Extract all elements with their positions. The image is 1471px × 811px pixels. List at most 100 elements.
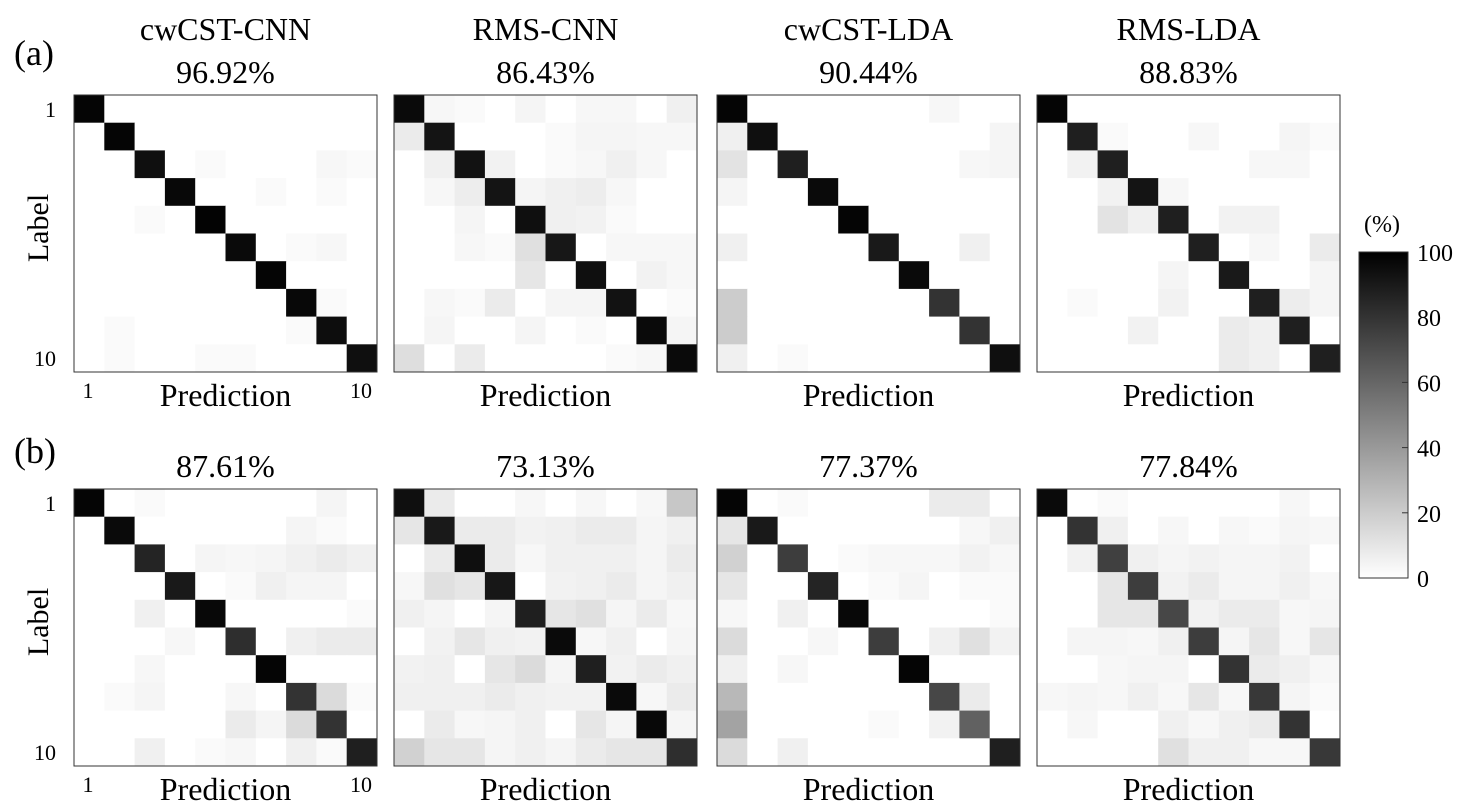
heatmap-cell [316, 572, 348, 601]
heatmap-cell [454, 655, 486, 684]
heatmap-cell [989, 489, 1021, 518]
heatmap-cell [424, 150, 456, 179]
heatmap-cell [1097, 655, 1129, 684]
heatmap-cell [1037, 682, 1068, 712]
heatmap-cell [807, 655, 839, 684]
heatmap-cell [838, 233, 869, 262]
heatmap-cell [164, 682, 196, 712]
heatmap-panel-4: RMS-LDA 88.83% Prediction [1036, 11, 1341, 413]
heatmap-cell [1309, 288, 1341, 318]
heatmap-cell [989, 288, 1021, 318]
heatmap-cell [286, 205, 317, 234]
heatmap-cell [255, 205, 287, 234]
heatmap-cell [717, 682, 748, 712]
heatmap-cell [807, 627, 839, 656]
panel-accuracy: 86.43% [496, 54, 595, 90]
heatmap-cell [545, 489, 577, 518]
heatmap-cell [394, 738, 425, 767]
heatmap-cell [898, 316, 930, 345]
heatmap-cell [1067, 205, 1099, 234]
heatmap-cell [959, 489, 991, 518]
heatmap-cell [1309, 655, 1341, 684]
heatmap-cell [484, 738, 516, 767]
heatmap-cell [1309, 95, 1341, 124]
heatmap-cell [898, 599, 930, 628]
heatmap-cell [515, 710, 546, 739]
heatmap-cell [1158, 627, 1189, 656]
tick-x-last-a: 10 [350, 378, 372, 403]
heatmap-cell [1218, 544, 1250, 573]
heatmap-cell [898, 261, 930, 290]
heatmap-cell [394, 150, 425, 179]
heatmap-cell [454, 233, 486, 262]
heatmap-cell [777, 599, 809, 628]
heatmap-cell [717, 344, 748, 373]
heatmap-cell [1309, 344, 1341, 373]
heatmap-cell [1037, 178, 1068, 207]
heatmap-cell [195, 572, 226, 601]
heatmap-cell [545, 316, 577, 345]
heatmap-cell [666, 572, 698, 601]
heatmap-cell [868, 710, 900, 739]
heatmap-cell [74, 738, 105, 767]
heatmap-cell [134, 205, 166, 234]
heatmap-cell [225, 288, 257, 318]
heatmap-cell [1158, 205, 1189, 234]
heatmap-cell [575, 738, 607, 767]
heatmap-cell [1218, 150, 1250, 179]
heatmap-cell [807, 261, 839, 290]
heatmap-cell [164, 710, 196, 739]
heatmap-cell [1037, 572, 1068, 601]
heatmap-cell [346, 710, 378, 739]
heatmap-cell [164, 599, 196, 628]
heatmap-cell [454, 344, 486, 373]
heatmap-cell [484, 316, 516, 345]
heatmap-cell [959, 572, 991, 601]
heatmap-cell [575, 682, 607, 712]
heatmap-cell [286, 95, 317, 124]
heatmap-cell [1097, 599, 1129, 628]
heatmap-cell [104, 316, 136, 345]
heatmap-cell [807, 316, 839, 345]
heatmap-cell [636, 316, 668, 345]
heatmap-cell [989, 205, 1021, 234]
heatmap-cell [636, 599, 668, 628]
heatmap-cell [164, 344, 196, 373]
heatmap-cell [838, 516, 869, 545]
heatmap-cell [575, 233, 607, 262]
heatmap-cell [575, 122, 607, 151]
heatmap-cell [1279, 178, 1311, 207]
y-axis-label-row-b: Label [22, 588, 55, 656]
heatmap-cell [286, 682, 317, 712]
heatmap-cell [666, 544, 698, 573]
heatmap-cell [225, 544, 257, 573]
panel-title: cwCST-CNN [140, 11, 311, 47]
heatmap-cell [747, 288, 779, 318]
heatmap-cell [1309, 710, 1341, 739]
heatmap-cell [225, 489, 257, 518]
heatmap-cell [989, 178, 1021, 207]
heatmap-cell [666, 95, 698, 124]
heatmap-cell [1067, 599, 1099, 628]
tick-x-last-b: 10 [350, 772, 372, 797]
heatmap-cell [777, 738, 809, 767]
colorbar-ticks: 100 80 60 40 20 0 [1402, 241, 1453, 593]
heatmap-cell [959, 710, 991, 739]
heatmap-cell [454, 516, 486, 545]
heatmap-cell [346, 738, 378, 767]
row-label-b: (b) [14, 431, 56, 471]
heatmap-cell [1097, 738, 1129, 767]
heatmap-cell [1067, 516, 1099, 545]
heatmap-panel-2: RMS-CNN 86.43% Prediction [393, 11, 698, 413]
heatmap-cell [636, 95, 668, 124]
heatmap-cell [1127, 572, 1159, 601]
heatmap-cell [454, 261, 486, 290]
x-axis-label: Prediction [1123, 771, 1255, 807]
heatmap-cell [807, 544, 839, 573]
heatmap-cell [225, 344, 257, 373]
heatmap-cell [1188, 599, 1220, 628]
heatmap-cell [225, 233, 257, 262]
colorbar-gradient [1358, 251, 1409, 579]
heatmap-cell [164, 489, 196, 518]
heatmap-cell [1158, 344, 1189, 373]
